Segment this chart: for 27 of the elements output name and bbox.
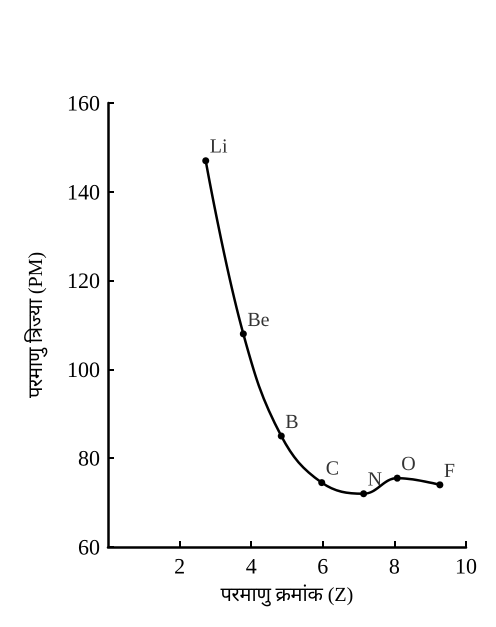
point [436,481,444,488]
annotation: C [326,458,340,480]
annotation: Li [210,136,228,158]
point [278,432,285,440]
annotation: O [401,453,416,476]
y-tick-label: 160 [67,90,100,116]
annotation: B [285,411,299,433]
x-tick-label: 2 [174,554,186,578]
y-tick-label: 100 [67,356,100,382]
annotation: Be [247,308,270,331]
point [318,479,326,486]
y-tick-label: 140 [67,179,100,204]
x-axis-title: परमाणु क्रमांक (Z) [220,584,354,607]
x-tick-label: 6 [317,554,328,578]
y-tick-label: 120 [67,268,100,294]
x-tick-label: 8 [388,554,400,578]
y-tick-label: 60 [78,534,100,560]
annotation: N [368,468,382,491]
point [394,474,401,482]
x-tick-label: 10 [455,554,477,578]
point [240,330,247,338]
point [360,490,368,498]
annotation: F [444,460,455,482]
x-tick-label: 4 [246,554,257,578]
y-axis-title: परमाणु त्रिज्या (PM) [24,252,48,398]
y-tick-label: 80 [78,446,100,471]
point [202,157,210,164]
